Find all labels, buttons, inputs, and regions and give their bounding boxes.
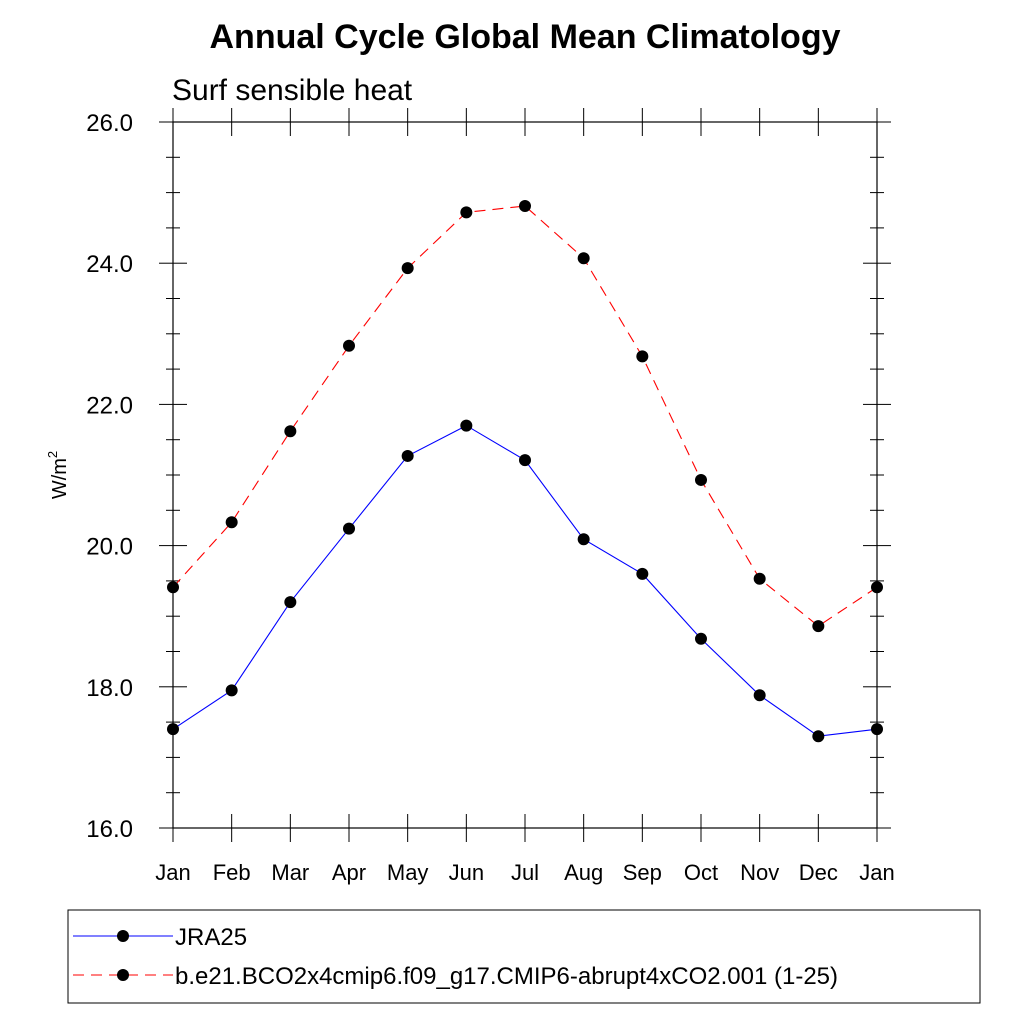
y-axis-label-superscript: 2 (45, 451, 60, 458)
y-tick-label: 18.0 (86, 675, 133, 702)
data-point (460, 419, 473, 432)
data-point (812, 730, 825, 743)
y-tick-label: 16.0 (86, 816, 133, 843)
data-point (812, 620, 825, 633)
y-axis-label-unit: W/m (49, 458, 71, 499)
legend-item: b.e21.BCO2x4cmip6.f09_g17.CMIP6-abrupt4x… (73, 963, 838, 990)
data-point (284, 425, 297, 438)
data-point (695, 632, 707, 645)
data-point (401, 449, 414, 462)
legend-item: JRA25 (73, 924, 247, 951)
data-point (225, 516, 238, 529)
series-line (172, 205, 878, 627)
series-2 (167, 200, 883, 633)
x-tick-label: Dec (799, 860, 838, 885)
data-point (577, 252, 590, 265)
x-tick-label: Nov (740, 860, 779, 885)
data-point (753, 572, 766, 585)
x-tick-label: Jan (155, 860, 190, 885)
y-tick-label: 26.0 (86, 110, 133, 137)
data-point (753, 689, 766, 702)
legend-marker (117, 930, 129, 942)
plot-frame (172, 121, 878, 829)
data-point (871, 581, 883, 594)
x-tick-label: Oct (684, 860, 718, 885)
y-tick-label: 22.0 (86, 392, 133, 419)
data-point (343, 339, 355, 352)
series-line (172, 424, 878, 737)
x-tick-label: Jan (859, 860, 894, 885)
y-axis-ticks (159, 121, 891, 829)
series-1 (167, 419, 883, 743)
chart-title: Annual Cycle Global Mean Climatology (210, 18, 841, 56)
legend-marker (117, 969, 129, 981)
data-point (871, 723, 883, 736)
data-point (636, 350, 649, 363)
data-point (519, 454, 531, 467)
x-tick-label: Sep (623, 860, 662, 885)
y-tick-label: 20.0 (86, 534, 133, 561)
x-tick-label: Aug (564, 860, 603, 885)
y-axis-tick-labels: 16.0 18.0 20.0 22.0 24.0 26.0 (86, 110, 133, 843)
data-point (636, 567, 649, 580)
data-point (167, 581, 179, 594)
data-point (343, 522, 355, 535)
data-point (225, 684, 238, 697)
y-axis-label-group: W/m2 (45, 451, 71, 499)
data-point (401, 262, 414, 275)
data-point (460, 206, 473, 219)
data-point (695, 473, 707, 486)
series-layer (167, 200, 883, 743)
x-tick-label: May (387, 860, 429, 885)
x-tick-label: Jun (449, 860, 484, 885)
legend-label: JRA25 (175, 924, 247, 951)
data-point (577, 533, 590, 546)
x-tick-label: Feb (213, 860, 251, 885)
chart-subtitle: Surf sensible heat (172, 74, 413, 107)
data-point (519, 200, 531, 213)
x-tick-label: Apr (332, 860, 366, 885)
data-point (167, 723, 179, 736)
legend-label: b.e21.BCO2x4cmip6.f09_g17.CMIP6-abrupt4x… (175, 963, 838, 990)
x-axis-ticks (172, 108, 878, 842)
x-tick-label: Mar (271, 860, 309, 885)
y-tick-label: 24.0 (86, 251, 133, 278)
legend: JRA25 b.e21.BCO2x4cmip6.f09_g17.CMIP6-abr… (73, 924, 838, 990)
data-point (284, 596, 297, 609)
y-axis-label: W/m2 (45, 451, 71, 499)
x-tick-label: Jul (511, 860, 539, 885)
x-axis-tick-labels: Jan Feb Mar Apr May Jun Jul Aug Sep Oct Nov Dec Jan (155, 860, 894, 885)
legend-box (67, 909, 981, 1004)
